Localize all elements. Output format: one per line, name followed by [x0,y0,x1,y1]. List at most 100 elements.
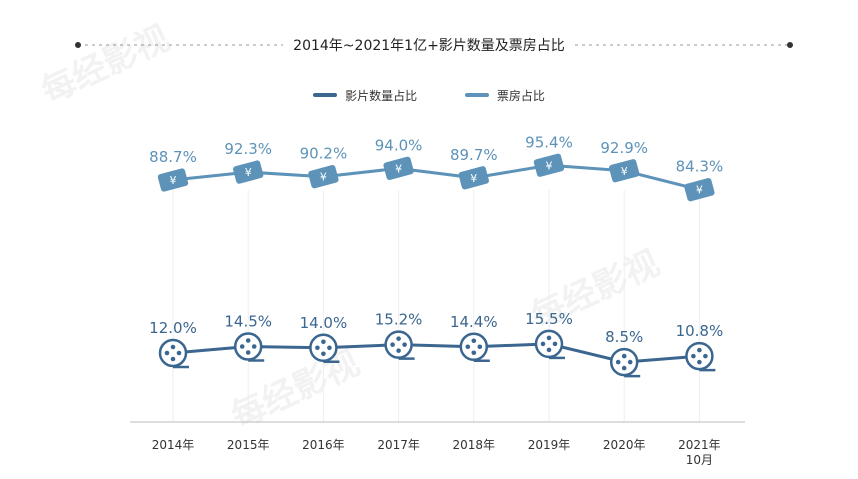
yuan-symbol: ¥ [621,165,628,178]
film-reel-marker [534,329,565,360]
data-label: 89.7% [450,146,498,164]
reel-icon [459,332,489,362]
reel-hole [315,345,320,351]
reel-hole [390,342,395,347]
reel-hole [245,338,251,343]
reel-hole [170,344,176,350]
x-tick-label: 2020年 [603,438,646,452]
yuan-symbol: ¥ [170,174,177,187]
reel-hole [546,335,552,341]
ticket-icon [233,160,264,184]
rule-dot [787,42,793,48]
legend-label: 影片数量占比 [345,88,418,103]
reel-hole [465,344,471,350]
x-tick-label: 2015年 [227,438,270,452]
x-tick-label: 2021年 10月 [678,438,721,467]
yuan-symbol: ¥ [395,162,402,175]
film-reel-marker [384,330,415,360]
reel-hole [321,339,326,345]
reel-hole [627,359,633,365]
yuan-symbol: ¥ [320,171,327,184]
reel-icon [233,332,263,361]
yuan-symbol: ¥ [546,159,553,172]
reel-hole [239,344,245,349]
yuan-symbol: ¥ [470,172,477,185]
legend-swatch [464,93,489,97]
tick-line: 2016年 [302,438,345,452]
ticket-yuan-marker: ¥ [157,168,189,192]
data-label: 15.2% [375,311,423,329]
tick-line: 2018年 [453,438,496,452]
data-label: 88.7% [149,148,197,166]
rule-dot [75,42,81,48]
x-tick-label: 2016年 [302,438,345,452]
ticket-icon [157,168,189,192]
reel-hole [396,336,401,341]
x-tick-label: 2014年 [152,438,195,452]
ticket-icon [308,165,339,189]
film-reel-marker [459,332,490,363]
ticket-icon [458,166,489,190]
legend-swatch [313,93,338,97]
film-reel-marker [158,338,189,369]
ticket-yuan-marker: ¥ [233,160,264,184]
tick-line: 2014年 [152,438,195,452]
reel-hole [170,356,176,362]
reel-hole [691,353,696,359]
legend-item-film: 影片数量占比 [313,87,417,104]
reel-hole [396,348,401,353]
tick-line: 2020年 [603,438,646,452]
reel-hole [477,344,483,350]
data-label: 92.9% [600,139,648,157]
reel-icon [384,330,413,359]
data-label: 95.4% [525,133,573,151]
reel-hole [176,350,182,356]
yuan-symbol: ¥ [245,166,252,179]
data-label: 8.5% [605,328,643,346]
reel-hole [615,359,621,365]
reel-hole [703,353,708,359]
reel-hole [697,359,702,365]
x-tick-label: 2019年 [528,438,571,452]
reel-hole [621,365,627,371]
ticket-yuan-marker: ¥ [609,159,640,183]
data-label: 14.0% [300,314,348,332]
data-label: 12.0% [149,319,197,337]
data-label: 14.5% [224,313,272,331]
ticket-yuan-marker: ¥ [308,165,339,189]
reel-icon [309,333,338,363]
reel-icon [685,341,714,371]
reel-hole [471,350,477,356]
reel-icon [158,338,188,368]
reel-hole [321,351,326,357]
ticket-yuan-marker: ¥ [533,153,565,177]
film-reel-marker [609,347,641,378]
ticket-yuan-marker: ¥ [684,178,715,202]
film-reel-marker [685,341,716,372]
x-tick-label: 2018年 [453,438,496,452]
reel-hole [621,353,627,359]
tick-line: 2017年 [377,438,420,452]
reel-hole [164,350,170,356]
reel-hole [471,338,477,344]
reel-hole [402,342,407,347]
film-reel-marker [233,332,265,362]
tick-line: 2019年 [528,438,571,452]
ticket-icon [684,178,715,202]
title-text: 2014年~2021年1亿+影片数量及票房占比 [283,38,575,54]
reel-hole [540,341,546,347]
data-label: 15.5% [525,310,573,328]
data-label: 94.0% [375,136,423,154]
ticket-yuan-marker: ¥ [458,166,489,190]
reel-icon [534,329,564,359]
reel-icon [609,347,639,377]
reel-hole [546,347,552,353]
tick-line: 2021年 [678,438,721,452]
tick-line: 10月 [686,453,713,467]
data-label: 84.3% [676,158,724,176]
x-tick-label: 2017年 [377,438,420,452]
data-label: 14.4% [450,313,498,331]
reel-hole [552,341,558,347]
ticket-yuan-marker: ¥ [383,156,414,180]
